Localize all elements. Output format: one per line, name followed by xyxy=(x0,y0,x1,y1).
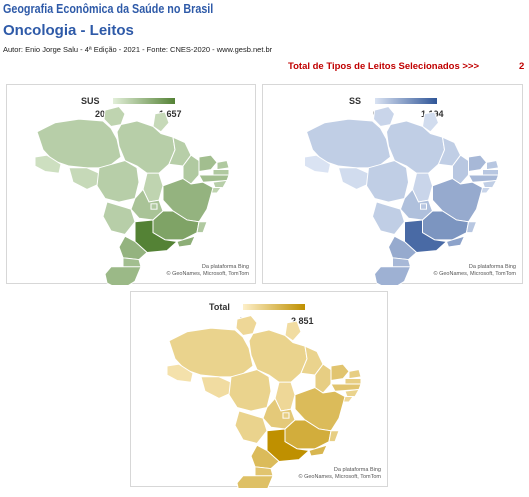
brazil-map[interactable] xyxy=(131,292,389,488)
state-mt[interactable] xyxy=(228,369,272,412)
state-ro[interactable] xyxy=(337,167,369,190)
total-selected-value[interactable]: 2 xyxy=(519,61,525,72)
legend-gradient xyxy=(243,304,305,310)
map-credit: Da plataforma Bing © GeoNames, Microsoft… xyxy=(433,264,517,277)
state-pb[interactable] xyxy=(344,378,362,385)
state-df[interactable] xyxy=(282,412,290,419)
state-rr[interactable] xyxy=(372,106,396,127)
legend-gradient xyxy=(113,98,175,104)
state-df[interactable] xyxy=(150,203,158,210)
page-subtitle: Oncologia - Leitos xyxy=(3,22,134,39)
legend-title: SUS xyxy=(81,96,100,106)
state-sc[interactable] xyxy=(392,257,412,268)
state-rn[interactable] xyxy=(348,369,362,380)
brazil-map[interactable] xyxy=(7,85,257,285)
map-panel-sus[interactable]: SUS 20 1.657 Da plataforma Bing © GeoNam… xyxy=(6,84,257,285)
state-ac[interactable] xyxy=(304,154,332,174)
legend-title: SS xyxy=(349,96,362,106)
state-rn[interactable] xyxy=(216,160,230,171)
state-ac[interactable] xyxy=(166,363,194,383)
state-rj[interactable] xyxy=(445,235,466,248)
state-rj[interactable] xyxy=(176,235,196,248)
map-credit: Da plataforma Bing © GeoNames, Microsoft… xyxy=(166,264,250,277)
state-ap[interactable] xyxy=(152,111,170,133)
state-sc[interactable] xyxy=(122,257,142,268)
state-ba[interactable] xyxy=(162,178,214,223)
app-title: Geografia Econômica da Saúde no Brasil xyxy=(3,2,214,16)
state-al[interactable] xyxy=(212,179,228,189)
legend-max: 2.851 xyxy=(291,316,314,326)
map-panel-ss[interactable]: SS 0 1.194 Da plataforma Bing © GeoNames… xyxy=(262,84,524,285)
legend-gradient xyxy=(375,98,437,104)
state-al[interactable] xyxy=(481,179,498,189)
state-rs[interactable] xyxy=(104,266,142,285)
state-rr[interactable] xyxy=(103,106,126,127)
state-df[interactable] xyxy=(420,203,427,210)
state-ms[interactable] xyxy=(234,410,268,444)
state-al[interactable] xyxy=(344,388,360,398)
state-ce[interactable] xyxy=(330,363,350,381)
state-es[interactable] xyxy=(328,430,340,443)
state-rs[interactable] xyxy=(373,266,412,285)
state-ms[interactable] xyxy=(102,201,136,235)
state-pa[interactable] xyxy=(248,329,308,383)
state-ce[interactable] xyxy=(468,154,488,172)
state-rj[interactable] xyxy=(308,444,328,457)
state-pb[interactable] xyxy=(212,169,230,176)
state-sc[interactable] xyxy=(254,466,274,477)
state-ap[interactable] xyxy=(421,111,440,133)
map-credit: Da plataforma Bing © GeoNames, Microsoft… xyxy=(298,467,382,480)
state-mt[interactable] xyxy=(365,160,410,203)
state-ms[interactable] xyxy=(371,201,406,235)
legend-title: Total xyxy=(209,302,230,312)
state-ac[interactable] xyxy=(34,154,62,174)
state-ap[interactable] xyxy=(284,320,302,342)
legend-min: 20 xyxy=(95,109,106,119)
state-ro[interactable] xyxy=(200,376,232,399)
state-ro[interactable] xyxy=(68,167,100,190)
state-ce[interactable] xyxy=(198,154,218,172)
state-pb[interactable] xyxy=(482,169,499,176)
state-es[interactable] xyxy=(465,221,478,234)
state-rn[interactable] xyxy=(486,160,500,171)
state-ba[interactable] xyxy=(432,178,484,223)
state-pa[interactable] xyxy=(385,120,446,174)
state-rs[interactable] xyxy=(236,475,274,488)
author-credit: Autor: Enio Jorge Salu - 4ª Edição - 202… xyxy=(3,45,273,54)
state-es[interactable] xyxy=(196,221,208,234)
state-ba[interactable] xyxy=(294,387,346,432)
total-selected-label: Total de Tipos de Leitos Selecionados >>… xyxy=(288,61,480,72)
state-mt[interactable] xyxy=(96,160,140,203)
state-pa[interactable] xyxy=(116,120,176,174)
legend-max: 1.657 xyxy=(159,109,182,119)
map-panel-total[interactable]: Total 20 2.851 Da plataforma Bing © GeoN… xyxy=(130,291,389,488)
state-rr[interactable] xyxy=(235,315,258,336)
brazil-map[interactable] xyxy=(263,85,524,285)
